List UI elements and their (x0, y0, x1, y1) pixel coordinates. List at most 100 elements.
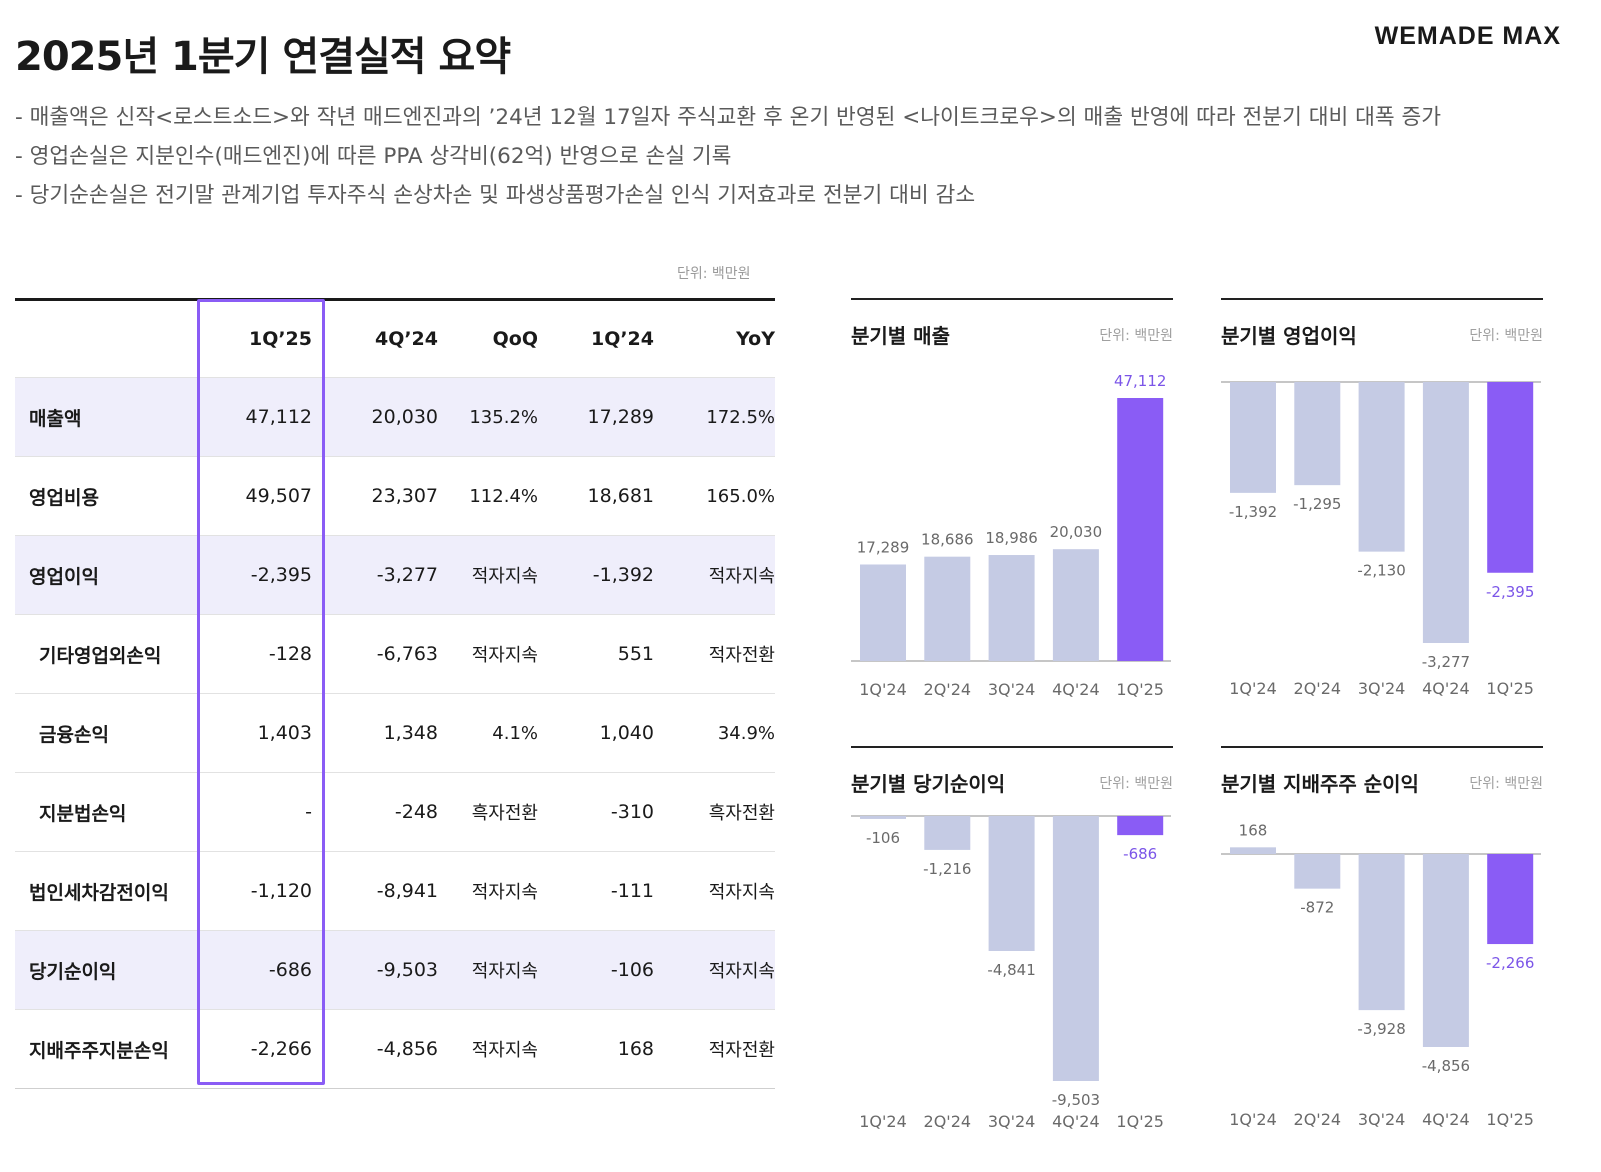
cell-yoy: 적자전환 (668, 614, 775, 694)
bar-2q24 (1294, 382, 1341, 486)
bar-chart: 168 1Q'24 -872 2Q'24 -3,928 3Q'24 -4,856 4Q'24 -… (1221, 821, 1541, 1129)
data-label: 20,030 (1050, 523, 1103, 541)
category-label: 3Q'24 (1358, 1110, 1406, 1129)
row-label: 매출액 (15, 377, 198, 457)
row-label: 금융손익 (15, 693, 198, 773)
bar-2q24 (924, 556, 971, 661)
brand-logo: WEMADE MAX (1374, 22, 1561, 50)
row-label: 기타영업외손익 (15, 614, 198, 694)
row-label: 지분법손익 (15, 772, 198, 852)
cell-1q25: - (198, 772, 326, 852)
cell-4q24: 23,307 (326, 456, 452, 536)
data-label: -1,295 (1293, 495, 1341, 513)
bar-1q25 (1487, 854, 1534, 945)
bullet-revenue: - 매출액은 신작<로스트소드>와 작년 매드엔진과의 ’24년 12월 17일… (15, 105, 1442, 130)
cell-1q25: 47,112 (198, 377, 326, 457)
data-label: -2,266 (1486, 954, 1534, 972)
cell-qoq: 적자지속 (452, 535, 552, 615)
bar-4q24 (1052, 549, 1099, 661)
summary-bullets: - 매출액은 신작<로스트소드>와 작년 매드엔진과의 ’24년 12월 17일… (15, 98, 1441, 215)
table-row: 지분법손익 - -248 흑자전환 -310 흑자전환 (15, 772, 775, 852)
cell-4q24: 1,348 (326, 693, 452, 773)
cell-4q24: -9,503 (326, 930, 452, 1010)
data-label: -686 (1123, 845, 1157, 863)
data-label: -3,277 (1422, 653, 1470, 671)
category-label: 4Q'24 (1052, 1112, 1100, 1131)
category-label: 1Q'24 (1229, 1110, 1277, 1129)
bar-3q24 (1358, 382, 1405, 552)
category-label: 4Q'24 (1422, 679, 1470, 698)
cell-qoq: 적자지속 (452, 930, 552, 1010)
cell-1q25: -128 (198, 614, 326, 694)
data-label: -2,395 (1486, 583, 1534, 601)
header-label (15, 300, 198, 378)
cell-1q24: 551 (552, 614, 668, 694)
category-label: 1Q'25 (1486, 679, 1534, 698)
category-label: 1Q'25 (1116, 680, 1164, 699)
cell-1q24: -1,392 (552, 535, 668, 615)
table-header-row: 1Q’25 4Q’24 QoQ 1Q’24 YoY (15, 300, 775, 378)
row-label: 영업이익 (15, 535, 198, 615)
bar-3q24 (988, 816, 1035, 951)
cell-4q24: 20,030 (326, 377, 452, 457)
bar-1q25 (1117, 816, 1164, 836)
data-label: -3,928 (1357, 1020, 1405, 1038)
data-label: -106 (866, 829, 900, 847)
bullet-net-loss: - 당기순손실은 전기말 관계기업 투자주식 손상차손 및 파생상품평가손실 인… (15, 183, 976, 208)
cell-4q24: -6,763 (326, 614, 452, 694)
chart-unit: 단위: 백만원 (1099, 776, 1173, 792)
cell-4q24: -248 (326, 772, 452, 852)
row-label: 지배주주지분손익 (15, 1009, 198, 1089)
header-1q25: 1Q’25 (248, 328, 312, 350)
category-label: 1Q'24 (859, 680, 907, 699)
data-label: -2,130 (1357, 562, 1405, 580)
category-label: 1Q'24 (1229, 679, 1277, 698)
category-label: 2Q'24 (1294, 679, 1342, 698)
cell-4q24: -4,856 (326, 1009, 452, 1089)
category-label: 3Q'24 (988, 1112, 1036, 1131)
bar-chart: -1,392 1Q'24 -1,295 2Q'24 -2,130 3Q'24 -3,277 4… (1221, 381, 1541, 698)
cell-yoy: 흑자전환 (668, 772, 775, 852)
cell-1q25: -686 (198, 930, 326, 1010)
data-label: 17,289 (857, 538, 910, 556)
table-row: 영업이익 -2,395 -3,277 적자지속 -1,392 적자지속 (15, 535, 775, 615)
bar-4q24 (1422, 382, 1469, 643)
category-label: 1Q'24 (859, 1112, 907, 1131)
cell-qoq: 적자지속 (452, 1009, 552, 1089)
row-label: 법인세차감전이익 (15, 851, 198, 931)
data-label: -4,841 (987, 961, 1035, 979)
bar-4q24 (1422, 854, 1469, 1047)
data-label: 18,986 (985, 529, 1038, 547)
data-label: 168 (1239, 821, 1268, 839)
cell-qoq: 적자지속 (452, 851, 552, 931)
table-row: 기타영업외손익 -128 -6,763 적자지속 551 적자전환 (15, 614, 775, 694)
data-label: -9,503 (1052, 1091, 1100, 1109)
cell-1q24: -310 (552, 772, 668, 852)
chart-panel-net-profit: 분기별 당기순이익 단위: 백만원 -106 1Q'24 -1,216 2Q'24 -4… (851, 746, 1173, 1146)
cell-qoq: 112.4% (452, 456, 552, 536)
data-label: -4,856 (1422, 1057, 1470, 1075)
cell-yoy: 적자지속 (668, 851, 775, 931)
summary-table: 1Q’25 4Q’24 QoQ 1Q’24 YoY 매출액 47,112 20,03… (15, 298, 775, 1089)
data-label: -1,216 (923, 860, 971, 878)
cell-1q25: -1,120 (198, 851, 326, 931)
cell-1q25: 1,403 (198, 693, 326, 773)
cell-yoy: 34.9% (668, 693, 775, 773)
bar-4q24 (1052, 816, 1099, 1081)
data-label: 47,112 (1114, 372, 1167, 390)
category-label: 1Q'25 (1486, 1110, 1534, 1129)
cell-1q24: 17,289 (552, 377, 668, 457)
category-label: 2Q'24 (1294, 1110, 1342, 1129)
table-unit-label: 단위: 백만원 (677, 266, 751, 282)
table-row: 법인세차감전이익 -1,120 -8,941 적자지속 -111 적자지속 (15, 851, 775, 931)
table-row: 당기순이익 -686 -9,503 적자지속 -106 적자지속 (15, 930, 775, 1010)
header-qoq: QoQ (492, 328, 538, 350)
cell-1q24: -106 (552, 930, 668, 1010)
cell-qoq: 4.1% (452, 693, 552, 773)
chart-title: 분기별 지배주주 순이익 (1221, 772, 1419, 796)
category-label: 3Q'24 (988, 680, 1036, 699)
row-label: 영업비용 (15, 456, 198, 536)
chart-panel-operating-profit: 분기별 영업이익 단위: 백만원 -1,392 1Q'24 -1,295 2Q'24-… (1221, 298, 1543, 708)
bar-1q24 (1230, 847, 1276, 854)
cell-1q24: 168 (552, 1009, 668, 1089)
